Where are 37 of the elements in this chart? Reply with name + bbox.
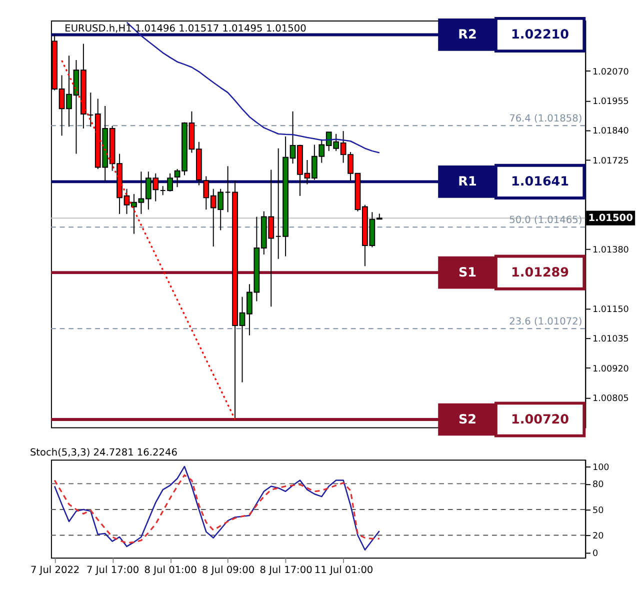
annotation: 1.00720	[511, 412, 570, 428]
ref-line-label: 76.4 (1.01858)	[509, 114, 582, 125]
x-tick-label: 7 Jul 2022	[30, 564, 80, 576]
y-tick-label: 1.00805	[592, 394, 629, 404]
y-tick-label: 1.01840	[592, 126, 630, 137]
x-tick-label: 8 Jul 09:00	[202, 564, 255, 576]
x-tick-label: 8 Jul 01:00	[144, 564, 197, 576]
annotation: 1.01641	[511, 174, 570, 190]
annotation: 1.02210	[511, 28, 570, 43]
chart-title: EURUSD.h,H1 1.01496 1.01517 1.01495 1.01500	[64, 23, 306, 34]
y-tick-label: 20	[592, 532, 604, 542]
chart-title: Stoch(5,3,3) 24.7281 16.2246	[30, 448, 178, 459]
line-series	[54, 466, 380, 551]
line-series	[54, 474, 380, 544]
x-tick-label: 11 Jul 01:00	[314, 564, 374, 576]
y-tick-label: 1.01150	[592, 304, 630, 315]
candlestick	[88, 92, 94, 128]
ref-line-label: 50.0 (1.01465)	[509, 215, 582, 226]
text: 1.01500	[588, 213, 634, 224]
ref-line-label: S2	[458, 412, 477, 428]
y-tick-label: 1.01035	[592, 334, 629, 345]
ref-line-label: R2	[458, 28, 477, 43]
y-tick-label: 80	[592, 480, 604, 490]
x-tick-label: 8 Jul 17:00	[260, 564, 312, 576]
annotation: 1.01289	[511, 265, 570, 280]
y-tick-label: 100	[592, 462, 610, 473]
y-tick-label: 1.01380	[592, 246, 630, 256]
y-tick-label: 1.01725	[592, 156, 629, 166]
y-tick-label: 1.02070	[592, 67, 630, 78]
ref-line-label: 23.6 (1.01072)	[509, 316, 582, 328]
y-tick-label: 1.00920	[592, 364, 630, 374]
ref-line-label: S1	[458, 265, 477, 280]
y-tick-label: 0	[592, 548, 598, 559]
ref-line-label: R1	[458, 174, 477, 190]
y-tick-label: 50	[592, 506, 604, 516]
x-tick-label: 7 Jul 17:00	[86, 564, 140, 576]
y-tick-label: 1.01955	[592, 97, 629, 108]
